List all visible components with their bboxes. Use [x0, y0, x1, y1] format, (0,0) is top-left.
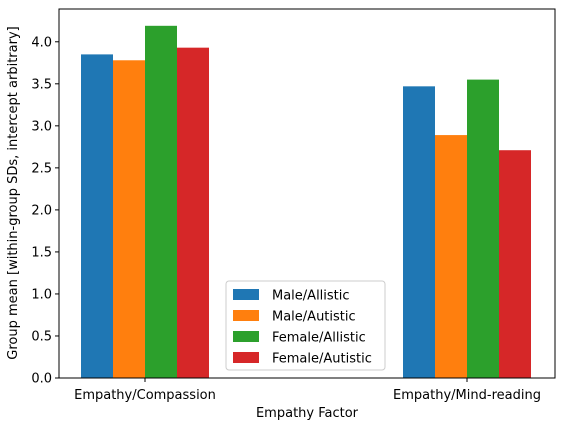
y-tick-label: 0.5: [31, 329, 52, 344]
y-tick-label: 4.0: [31, 35, 52, 50]
bar-female-allistic-0: [145, 25, 177, 378]
x-tick-label: Empathy/Compassion: [74, 388, 216, 403]
legend: Male/Allistic Male/Autistic Female/Allisti…: [225, 280, 386, 371]
legend-label: Male/Autistic: [272, 310, 356, 325]
bar-male-allistic-1: [403, 86, 435, 379]
legend-swatch: [233, 289, 259, 300]
legend-swatch: [233, 352, 259, 363]
legend-box: [225, 280, 386, 371]
x-tick-label: Empathy/Mind-reading: [393, 388, 541, 403]
y-tick-label: 1.5: [31, 245, 52, 260]
y-tick-label: 3.5: [31, 77, 52, 92]
legend-label: Male/Allistic: [272, 289, 350, 304]
y-axis: 0.0 0.5 1.0 1.5 2.0 2.5 3.0 3.5 4.0: [31, 35, 59, 387]
legend-label: Female/Allistic: [272, 331, 366, 346]
bar-female-allistic-1: [467, 79, 499, 378]
y-tick-label: 1.0: [31, 287, 52, 302]
y-tick-label: 3.0: [31, 119, 52, 134]
y-tick-label: 0.0: [31, 372, 52, 387]
bar-female-autistic-1: [499, 150, 531, 378]
x-axis: Empathy/Compassion Empathy/Mind-reading: [74, 378, 541, 403]
bar-male-allistic-0: [81, 54, 113, 378]
legend-swatch: [233, 331, 259, 342]
plot-frame: [58, 8, 556, 379]
legend-swatch: [233, 310, 259, 321]
legend-label: Female/Autistic: [272, 352, 372, 367]
y-tick-label: 2.5: [31, 161, 52, 176]
bar-male-autistic-0: [113, 60, 145, 379]
bar-female-autistic-0: [177, 47, 209, 378]
bar-male-autistic-1: [435, 135, 467, 378]
bars-group: [81, 25, 531, 379]
y-tick-label: 2.0: [31, 203, 52, 218]
y-axis-label: Group mean [within-group SDs, intercept …: [6, 26, 21, 359]
x-axis-label: Empathy Factor: [256, 406, 359, 421]
